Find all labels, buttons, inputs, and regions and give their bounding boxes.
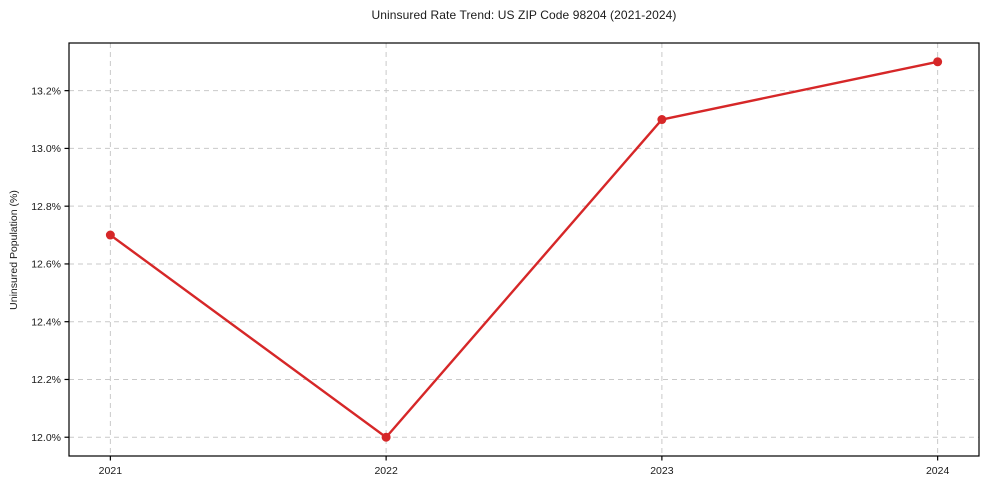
x-tick-label: 2024 [926, 465, 950, 477]
axes-spines [68, 42, 980, 457]
y-tick-label: 12.6% [31, 259, 61, 271]
data-point-marker [657, 115, 667, 125]
y-tick-label: 12.8% [31, 201, 61, 213]
y-tick-label: 12.2% [31, 374, 61, 386]
data-point-marker [933, 57, 943, 67]
x-tick-label: 2023 [650, 465, 674, 477]
data-point-marker [381, 432, 391, 442]
x-tick-label: 2021 [99, 465, 123, 477]
y-tick-label: 12.4% [31, 316, 61, 328]
y-tick-label: 13.0% [31, 143, 61, 155]
chart-title: Uninsured Rate Trend: US ZIP Code 98204 … [371, 8, 677, 22]
x-tick-label: 2022 [374, 465, 398, 477]
y-tick-label: 12.0% [31, 432, 61, 444]
y-tick-label: 13.2% [31, 85, 61, 97]
trend-line [109, 60, 939, 439]
data-point-marker [105, 230, 115, 240]
